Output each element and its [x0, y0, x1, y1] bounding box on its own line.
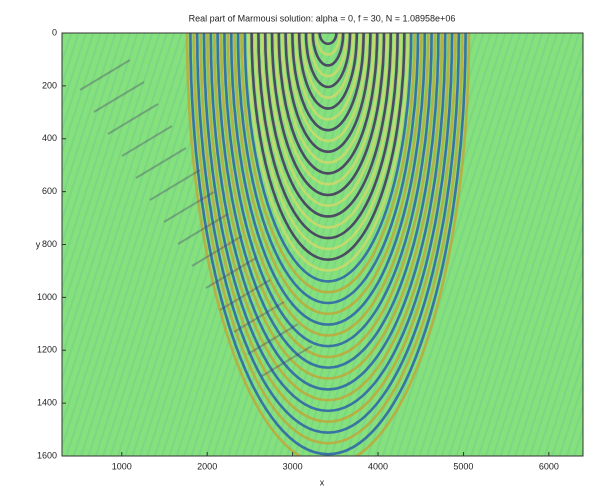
wavefront — [243, 33, 413, 283]
wavefront — [304, 33, 352, 89]
wavefront — [257, 33, 399, 240]
x-tick-label: 3000 — [283, 461, 303, 471]
wavefront — [270, 33, 386, 197]
scatter-streak — [149, 169, 201, 201]
scatter-streak — [79, 59, 131, 91]
wavefront — [189, 33, 467, 456]
scatter-streak — [261, 345, 313, 377]
wavefront — [280, 33, 376, 164]
y-tick-label: 1400 — [37, 398, 57, 408]
y-tick-label: 600 — [42, 186, 57, 196]
wavefront — [274, 33, 382, 186]
scatter-streak — [107, 103, 159, 135]
scatter-streak — [233, 301, 285, 333]
x-tick-label: 5000 — [453, 461, 473, 471]
wavefront — [277, 33, 379, 175]
wavefront — [223, 33, 433, 348]
wavefront — [297, 33, 359, 110]
wavefront — [195, 33, 461, 434]
scatter-streak — [121, 125, 173, 157]
x-axis-label: x — [320, 477, 325, 487]
wavefront — [236, 33, 420, 305]
scatter-streak — [135, 147, 187, 179]
wavefront — [229, 33, 427, 326]
wavefront — [233, 33, 423, 316]
wavefront — [250, 33, 406, 262]
scatter-streak — [247, 323, 299, 355]
wavefront — [192, 33, 464, 445]
wavefront — [260, 33, 396, 229]
y-tick-label: 0 — [52, 27, 57, 37]
y-axis-label: y — [36, 239, 41, 249]
x-tick-label: 2000 — [197, 461, 217, 471]
wavefront — [202, 33, 454, 413]
wavefront — [206, 33, 450, 402]
y-tick-label: 200 — [42, 80, 57, 90]
y-tick-label: 400 — [42, 133, 57, 143]
y-tick-label: 1000 — [37, 292, 57, 302]
y-tick-label: 1600 — [37, 450, 57, 460]
wavefront — [318, 33, 338, 46]
x-tick-label: 4000 — [368, 461, 388, 471]
scatter-streak — [205, 257, 257, 289]
wavefront — [314, 33, 342, 56]
wavefront — [216, 33, 440, 370]
y-tick-label: 800 — [42, 239, 57, 249]
wavefront — [199, 33, 457, 424]
scatter-streak — [191, 235, 243, 267]
wavefront — [240, 33, 416, 294]
scatter-streak — [219, 279, 271, 311]
wavefront — [267, 33, 389, 208]
x-tick-label: 6000 — [539, 461, 559, 471]
field-background — [62, 33, 583, 456]
wavefront — [212, 33, 444, 380]
scatter-streak — [177, 213, 229, 245]
y-tick-label: 1200 — [37, 345, 57, 355]
wavefront — [246, 33, 410, 272]
wavefront — [294, 33, 362, 121]
wavefront — [308, 33, 348, 78]
wavefront — [263, 33, 393, 218]
wavefront — [301, 33, 355, 100]
chart-title: Real part of Marmousi solution: alpha = … — [189, 13, 456, 23]
wavefront — [291, 33, 365, 132]
wavefront — [185, 33, 471, 456]
wavefront — [284, 33, 372, 154]
wavefront — [219, 33, 437, 359]
wavefront — [311, 33, 345, 67]
wavefront — [287, 33, 369, 143]
wavefront — [209, 33, 447, 391]
wavefront — [226, 33, 430, 337]
wavefronts — [79, 33, 471, 456]
x-tick-label: 1000 — [112, 461, 132, 471]
scatter-streak — [93, 81, 145, 113]
scatter-streak — [163, 191, 215, 223]
wavefront — [253, 33, 403, 251]
field — [62, 33, 583, 456]
